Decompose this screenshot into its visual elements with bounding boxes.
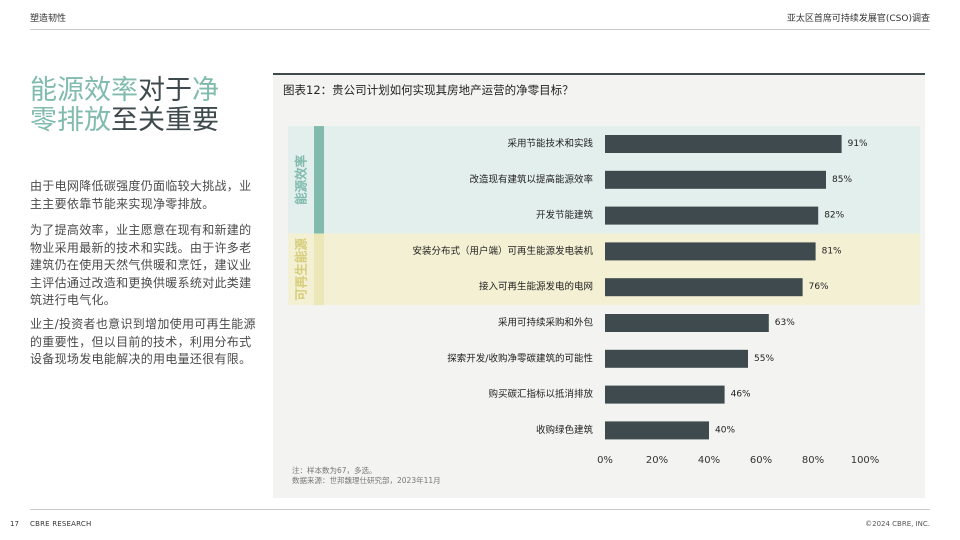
value-label-5: 63%: [775, 318, 795, 328]
group-label-0: 能源效率: [294, 154, 309, 205]
value-label-6: 55%: [754, 354, 774, 364]
body-paragraph-1: 由于电网降低碳强度仍面临较大挑战，业主主要依靠节能来实现净零排放。: [30, 179, 252, 211]
category-label-4: 接入可再生能源发电的电网: [479, 281, 593, 293]
value-label-1: 85%: [832, 175, 852, 185]
header-report-title: 亚太区首席可持续发展官(CSO)调查: [786, 14, 930, 24]
footer-divider: [30, 509, 930, 510]
headline-dark-1: 对于: [138, 75, 192, 106]
headline-dark-2: 至关重要: [111, 105, 219, 136]
headline-green-3: 零排放: [30, 105, 111, 136]
group-stripe-0: [314, 126, 324, 234]
x-tick-label-0: 0%: [597, 455, 613, 466]
chart-source: 数据来源：世邦魏理仕研究部，2023年11月: [292, 476, 441, 485]
page-headline: 能源效率对于净 零排放至关重要: [30, 76, 270, 136]
x-tick-label-4: 80%: [802, 455, 824, 466]
category-label-7: 购买碳汇指标以抵消排放: [488, 388, 593, 400]
chart-title: 图表12：贵公司计划如何实现其房地产运营的净零目标？: [283, 83, 574, 97]
bar-8: [605, 421, 709, 440]
footer-brand: CBRE RESEARCH: [30, 520, 92, 528]
value-label-0: 91%: [848, 139, 868, 149]
value-label-3: 81%: [822, 246, 842, 256]
body-paragraph-2: 为了提高效率，业主愿意在现有和新建的物业采用最新的技术和实践。由于许多老建筑仍在…: [30, 223, 252, 307]
x-tick-label-1: 20%: [646, 455, 668, 466]
bar-6: [605, 349, 748, 368]
category-label-6: 探索开发/收购净零碳建筑的可能性: [447, 352, 593, 364]
page-number: 17: [10, 520, 19, 528]
headline-green-2: 净: [192, 75, 219, 106]
value-label-8: 40%: [715, 425, 735, 435]
x-tick-label-2: 40%: [698, 455, 720, 466]
bar-7: [605, 385, 725, 404]
category-label-3: 安装分布式（用户端）可再生能源发电装机: [412, 245, 593, 257]
value-label-7: 46%: [731, 390, 751, 400]
category-label-2: 开发节能建筑: [536, 209, 594, 221]
bar-3: [605, 242, 816, 261]
group-stripe-1: [314, 233, 324, 306]
value-label-2: 82%: [824, 211, 844, 221]
headline-green-1: 能源效率: [30, 75, 138, 106]
header-divider: [30, 29, 930, 30]
bar-2: [605, 206, 819, 225]
x-tick-label-5: 100%: [851, 455, 880, 466]
bar-5: [605, 314, 769, 332]
bar-1: [605, 170, 826, 189]
category-label-5: 采用可持续采购和外包: [498, 317, 594, 329]
category-label-1: 改造现有建筑以提高能源效率: [469, 173, 593, 185]
group-band-1: [288, 233, 920, 306]
body-paragraph-3: 业主/投资者也意识到增加使用可再生能源的重要性，但以目前的技术，利用分布式设备现…: [30, 317, 256, 366]
header-section-title: 塑造韧性: [30, 14, 67, 24]
bar-4: [605, 278, 803, 297]
chart-note: 注：样本数为67，多选。: [292, 466, 377, 475]
category-label-8: 收购绿色建筑: [536, 424, 594, 436]
chart-top-rule: [273, 73, 925, 75]
x-tick-label-3: 60%: [750, 455, 772, 466]
value-label-4: 76%: [809, 282, 829, 292]
footer-copyright: ©2024 CBRE, INC.: [865, 520, 930, 528]
category-label-0: 采用节能技术和实践: [507, 138, 593, 150]
bar-0: [605, 135, 842, 153]
group-label-1: 可再生能源: [294, 238, 309, 301]
